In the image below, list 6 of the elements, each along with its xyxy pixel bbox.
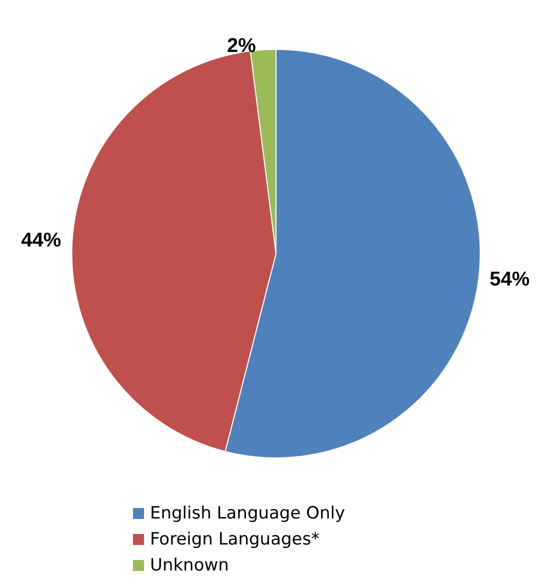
data-label: 44% [21,230,62,252]
legend-label: Foreign Languages* [150,530,320,550]
data-label: 2% [227,34,256,57]
legend-label: English Language Only [150,504,346,524]
data-label: 54% [490,268,530,291]
legend-label: Unknown [150,556,229,576]
